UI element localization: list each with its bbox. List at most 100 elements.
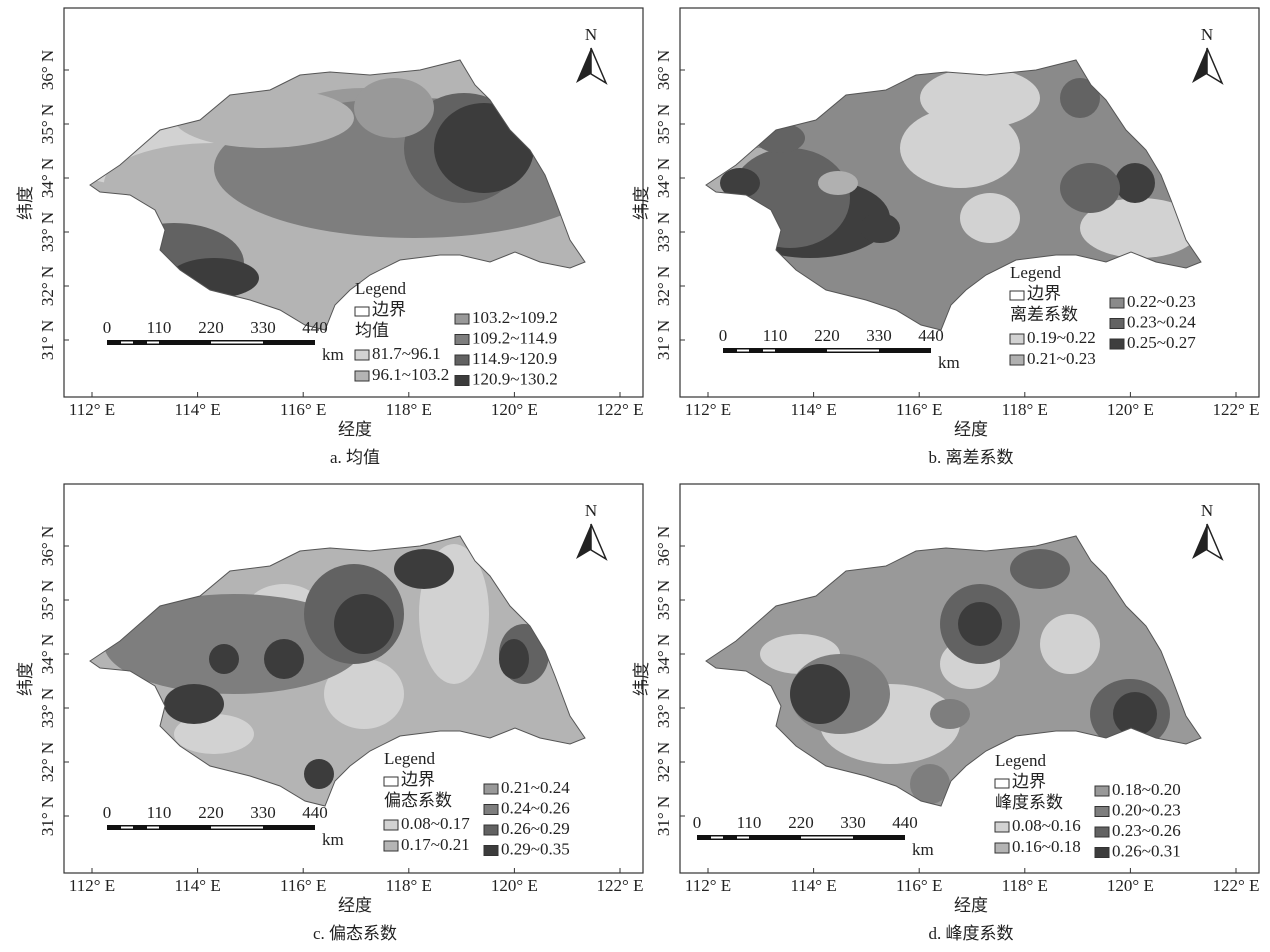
legend-class: 0.22~0.23: [1127, 292, 1196, 311]
legend-swatch: [384, 777, 398, 786]
map-zone: [958, 602, 1002, 646]
map-zone: [1115, 163, 1155, 203]
scale-label: 330: [250, 803, 276, 822]
legend-boundary: 边界: [401, 770, 435, 789]
map-zone: [930, 699, 970, 729]
legend-field: 离差系数: [1010, 305, 1078, 324]
map-zone: [1040, 614, 1100, 674]
scale-label: 440: [302, 803, 328, 822]
y-tick-label: 32° N: [38, 266, 57, 306]
y-axis-label: 纬度: [16, 662, 35, 696]
legend-class: 96.1~103.2: [372, 365, 449, 384]
legend-field: 偏态系数: [384, 791, 452, 810]
legend-swatch: [484, 825, 498, 835]
y-tick-label: 36° N: [654, 526, 673, 566]
x-tick-label: 116° E: [896, 400, 942, 419]
x-tick-label: 122° E: [1213, 400, 1260, 419]
legend-boundary: 边界: [372, 300, 406, 319]
scale-segment: [121, 827, 133, 829]
map-zone: [960, 193, 1020, 243]
legend-class: 0.17~0.21: [401, 835, 470, 854]
map-zone: [900, 108, 1020, 188]
scale-label: 110: [737, 813, 762, 832]
map-zone: [1060, 78, 1100, 118]
x-tick-label: 112° E: [69, 400, 115, 419]
caption: a. 均值: [330, 448, 380, 467]
map-zone: [755, 123, 805, 153]
scale-segment: [711, 837, 723, 839]
legend-class: 0.08~0.16: [1012, 816, 1081, 835]
x-tick-label: 112° E: [685, 876, 731, 895]
legend-swatch: [995, 779, 1009, 788]
legend-boundary: 边界: [1012, 772, 1046, 791]
legend-swatch: [1095, 807, 1109, 817]
scale-unit: km: [938, 353, 960, 372]
x-tick-label: 114° E: [790, 400, 836, 419]
legend-swatch: [1010, 355, 1024, 365]
legend-class: 0.20~0.23: [1112, 800, 1181, 819]
y-tick-label: 32° N: [654, 266, 673, 306]
scale-segment: [763, 350, 775, 352]
y-tick-label: 35° N: [654, 580, 673, 620]
map-zone: [1060, 163, 1120, 213]
y-tick-label: 33° N: [38, 688, 57, 728]
scale-unit: km: [322, 830, 344, 849]
map-zone: [209, 644, 239, 674]
scale-segment: [121, 342, 133, 344]
legend-title: Legend: [995, 751, 1046, 770]
x-tick-label: 122° E: [1213, 876, 1260, 895]
map-zone: [434, 103, 534, 193]
map-zone: [818, 171, 858, 195]
legend-swatch: [1110, 339, 1124, 349]
north-arrow-right: [591, 524, 606, 559]
legend-swatch: [384, 820, 398, 830]
map-zone: [860, 213, 900, 243]
north-arrow-right: [1207, 524, 1222, 559]
caption: b. 离差系数: [929, 448, 1014, 467]
legend-class: 0.18~0.20: [1112, 780, 1181, 799]
legend-swatch: [1010, 334, 1024, 344]
north-arrow-left: [576, 48, 591, 83]
scale-label: 330: [250, 318, 276, 337]
scale-label: 330: [840, 813, 866, 832]
legend-swatch: [355, 350, 369, 360]
x-tick-label: 116° E: [280, 400, 326, 419]
scale-segment: [147, 342, 159, 344]
north-arrow-right: [1207, 48, 1222, 83]
legend-class: 0.26~0.31: [1112, 841, 1181, 860]
scale-segment: [801, 837, 853, 839]
north-label: N: [1201, 501, 1213, 520]
y-tick-label: 35° N: [38, 580, 57, 620]
scale-segment: [147, 827, 159, 829]
x-tick-label: 118° E: [1002, 400, 1048, 419]
x-tick-label: 118° E: [386, 876, 432, 895]
y-axis-label: 纬度: [16, 186, 35, 220]
legend-swatch: [355, 371, 369, 381]
north-label: N: [1201, 25, 1213, 44]
legend-swatch: [484, 846, 498, 856]
legend-swatch: [484, 805, 498, 815]
legend-swatch: [1110, 319, 1124, 329]
legend-swatch: [995, 843, 1009, 853]
x-axis-label: 经度: [954, 896, 988, 915]
map-zone: [334, 594, 394, 654]
legend-title: Legend: [384, 749, 435, 768]
x-tick-label: 114° E: [174, 876, 220, 895]
map-zone: [499, 639, 529, 679]
legend-class: 0.21~0.23: [1027, 349, 1096, 368]
x-tick-label: 120° E: [1107, 876, 1154, 895]
x-axis-label: 经度: [954, 420, 988, 439]
legend-class: 0.25~0.27: [1127, 333, 1196, 352]
legend-class: 120.9~130.2: [472, 369, 558, 388]
legend-class: 0.26~0.29: [501, 819, 570, 838]
y-tick-label: 34° N: [38, 634, 57, 674]
x-tick-label: 118° E: [1002, 876, 1048, 895]
scale-unit: km: [322, 345, 344, 364]
map-zone: [790, 664, 850, 724]
y-tick-label: 31° N: [654, 796, 673, 836]
scale-label: 220: [814, 326, 840, 345]
scale-segment: [737, 350, 749, 352]
map-zone: [164, 684, 224, 724]
